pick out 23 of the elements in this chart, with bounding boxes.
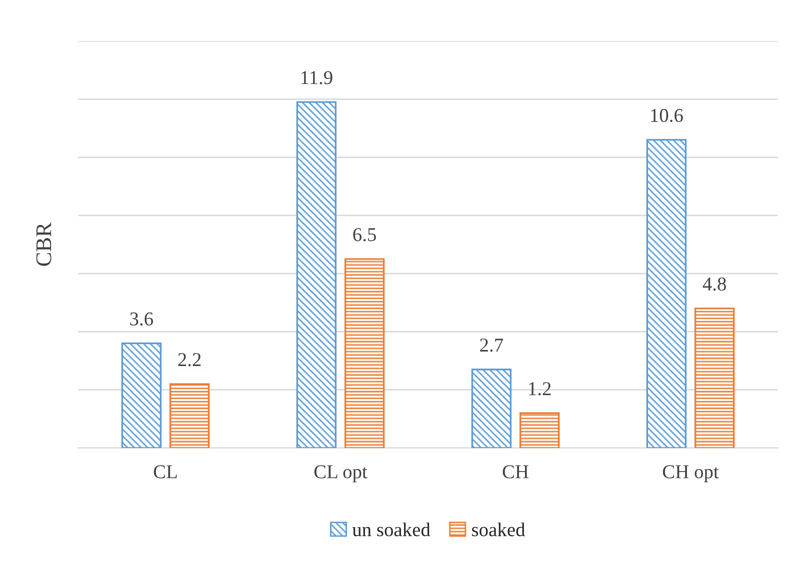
- bar: [296, 101, 337, 448]
- bar: [646, 139, 687, 448]
- x-tick-label: CH opt: [662, 465, 719, 482]
- data-label: 2.2: [178, 353, 201, 366]
- data-label: 1.2: [529, 382, 551, 396]
- legend-label: un soaked: [352, 522, 430, 536]
- bar: [694, 308, 735, 448]
- data-label: 10.6: [651, 108, 683, 122]
- data-label: 4.8: [702, 277, 726, 291]
- data-label: 2.7: [480, 338, 504, 352]
- bar: [519, 412, 560, 448]
- bar: [121, 342, 162, 448]
- data-label: 11.9: [302, 71, 332, 84]
- legend-label: soaked: [472, 522, 526, 536]
- x-tick-label: CH: [502, 465, 528, 478]
- data-label: 6.5: [353, 228, 376, 242]
- bar: [169, 383, 210, 448]
- y-axis-title: CBR: [36, 222, 52, 266]
- x-tick-label: CL opt: [314, 465, 368, 482]
- bar: [344, 258, 385, 448]
- data-label: 3.6: [130, 312, 154, 326]
- x-tick-label: CL: [154, 465, 177, 478]
- bar: [471, 368, 512, 448]
